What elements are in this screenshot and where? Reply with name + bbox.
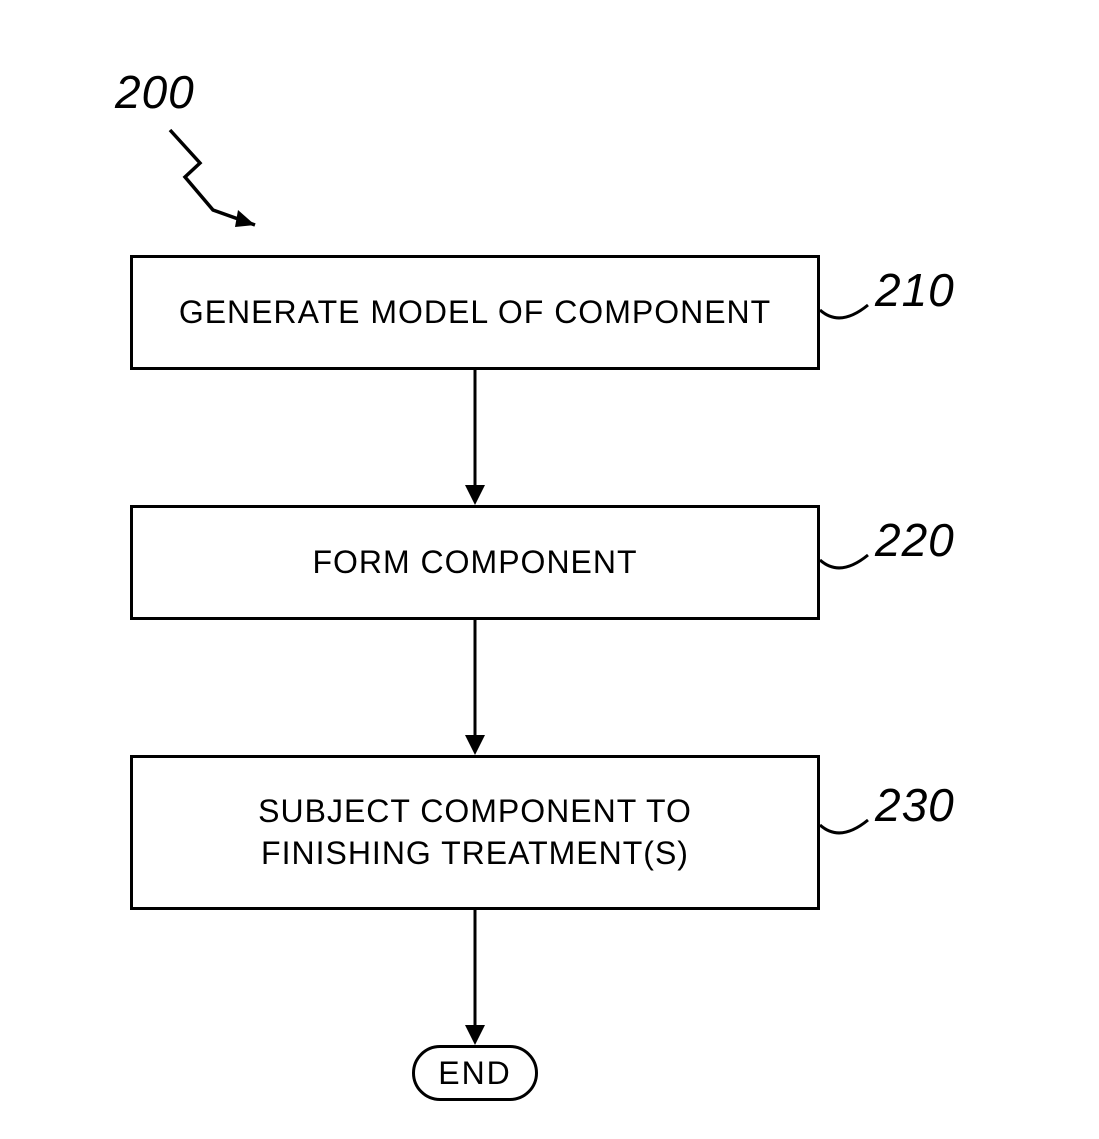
arrow-icon <box>460 910 490 1048</box>
process-text: FORM COMPONENT <box>312 542 637 584</box>
step-ref-label-210: 210 <box>875 263 955 317</box>
ref-connector-icon <box>820 550 875 585</box>
step-ref-label-230: 230 <box>875 778 955 832</box>
process-text: SUBJECT COMPONENT TOFINISHING TREATMENT(… <box>258 791 692 874</box>
terminator-text: END <box>438 1055 512 1092</box>
process-box-step1: GENERATE MODEL OF COMPONENT <box>130 255 820 370</box>
pointer-arrow-icon <box>155 115 295 250</box>
terminator-end: END <box>412 1045 538 1101</box>
flowchart-diagram: 200 GENERATE MODEL OF COMPONENT 210 FORM… <box>0 0 1099 1139</box>
ref-connector-icon <box>820 300 875 335</box>
process-text: GENERATE MODEL OF COMPONENT <box>179 292 771 334</box>
arrow-icon <box>460 370 490 508</box>
process-box-step2: FORM COMPONENT <box>130 505 820 620</box>
step-ref-label-220: 220 <box>875 513 955 567</box>
diagram-ref-label: 200 <box>115 65 195 119</box>
process-box-step3: SUBJECT COMPONENT TOFINISHING TREATMENT(… <box>130 755 820 910</box>
arrow-icon <box>460 620 490 758</box>
ref-connector-icon <box>820 815 875 850</box>
